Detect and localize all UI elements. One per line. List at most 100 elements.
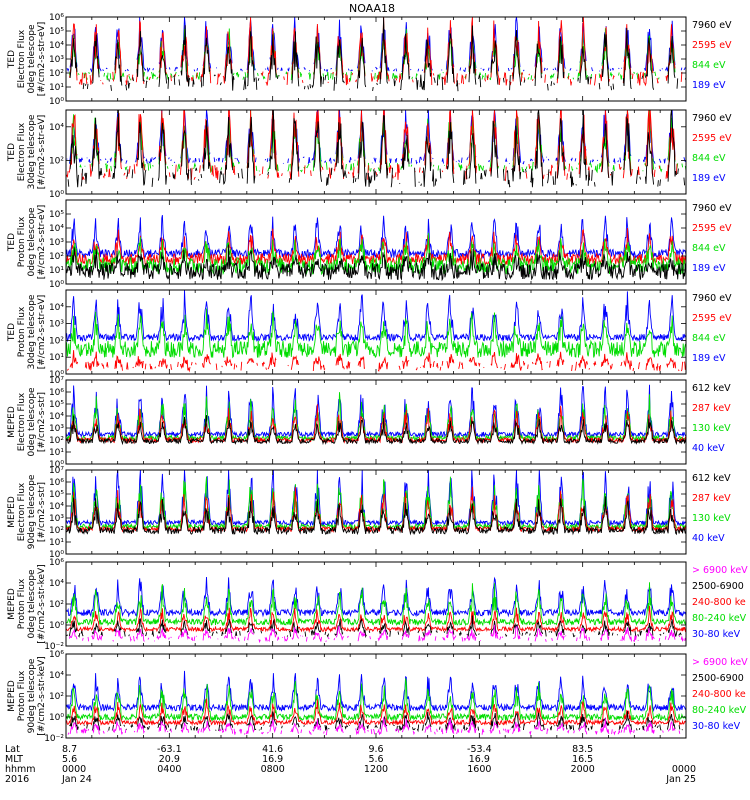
legend-entry: 844 eV xyxy=(692,243,726,254)
panel-5-series-1 xyxy=(65,384,687,439)
ylabel-line: TED xyxy=(7,323,17,342)
legend-entry: 287 keV xyxy=(692,403,731,414)
ylabel-line: 30deg telescope xyxy=(27,294,37,369)
xaxis-tick-hhmm: 1600 xyxy=(467,764,491,775)
legend-entry: 189 eV xyxy=(692,173,726,184)
ylabel-line: Electron Flux xyxy=(17,122,27,181)
panel-7-series-1 xyxy=(65,576,687,618)
xaxis-tick-lat: 8.7 xyxy=(62,744,77,755)
panel-8-series-1 xyxy=(65,670,687,713)
legend-entry: 130 keV xyxy=(692,423,731,434)
legend-entry: 240-800 ke xyxy=(692,597,746,608)
legend-entry: 40 keV xyxy=(692,533,725,544)
ytick-label: 10⁶ xyxy=(49,650,64,660)
ylabel-line: [#/cm2-s-str-eV] xyxy=(37,115,47,190)
ytick-label: 10⁰ xyxy=(49,621,64,631)
ytick-label: 10² xyxy=(49,156,64,166)
legend-entry: 7960 eV xyxy=(692,20,732,31)
panel-3-series-1 xyxy=(65,215,687,260)
xaxis-tick-hhmm: 2000 xyxy=(571,764,595,775)
ytick-label: 10¹ xyxy=(49,266,64,276)
panel-8: 10⁻² 10⁰ 10² 10⁴ 10⁶ MEPED Proton Flux 90deg te… xyxy=(7,650,748,744)
panel-1: 10⁰ 10¹ 10² 10³ 10⁴ 10⁵ 10⁶ TED Electron Flux 0de… xyxy=(7,13,732,107)
ylabel-line: [#/cm2-s-str] xyxy=(37,482,47,542)
xaxis-tick-lat: 9.6 xyxy=(368,744,383,755)
panel-2-series-4 xyxy=(67,109,686,188)
legend-entry: 612 keV xyxy=(692,473,731,484)
panel-7-series-2 xyxy=(65,582,687,627)
ytick-label: 10⁴ xyxy=(49,303,64,313)
ytick-label: 10⁶ xyxy=(49,13,64,23)
ylabel-line: Proton Flux xyxy=(17,578,27,629)
panel-1-series-4 xyxy=(69,17,687,92)
xaxis-tick-hhmm: 0400 xyxy=(157,764,181,775)
ylabel-line: MEPED xyxy=(7,588,17,620)
ytick-label: 10² xyxy=(49,69,64,79)
ytick-label: 10⁴ xyxy=(49,671,64,681)
legend-entry: 844 eV xyxy=(692,60,726,71)
legend-entry: > 6900 keV xyxy=(692,565,748,576)
ylabel-line: 0deg telescope xyxy=(27,569,37,639)
legend-entry: 240-800 ke xyxy=(692,689,746,700)
ylabel-line: [#/cm2-s-str-eV] xyxy=(37,205,47,280)
panel-8-series-3 xyxy=(65,698,687,727)
ytick-label: 10¹ xyxy=(49,353,64,363)
panel-6-frame xyxy=(65,469,687,555)
ylabel-line: 90deg telescope xyxy=(27,658,37,733)
panel-6-series-2 xyxy=(65,476,687,531)
panel-7-series-5 xyxy=(68,624,687,644)
xaxis-row-label: MLT xyxy=(5,754,23,765)
ylabel-line: [#/cm2-s-str-eV] xyxy=(37,22,47,97)
ylabel-line: Proton Flux xyxy=(17,216,27,267)
ytick-label: 10⁰ xyxy=(49,97,64,107)
panel-4-series-2 xyxy=(65,308,687,359)
ylabel-line: Electron Flux xyxy=(17,482,27,541)
ytick-label: 10⁰ xyxy=(49,460,64,470)
xaxis-tick-lat: -63.1 xyxy=(157,744,182,755)
ylabel-line: [#/cm2-s-str-keV] xyxy=(37,656,47,735)
ylabel-line: Proton Flux xyxy=(17,306,27,357)
panel-1-series-1 xyxy=(66,16,686,73)
xaxis-tick-lat: -53.4 xyxy=(467,744,492,755)
ytick-label: 10⁰ xyxy=(49,370,64,380)
panel-7-series-3 xyxy=(65,605,687,634)
ytick-label: 10⁴ xyxy=(49,123,64,133)
legend-entry: > 6900 keV xyxy=(692,657,748,668)
panel-4: 10⁰ 10¹ 10² 10³ 10⁴ TED Proton Flux 30deg teles… xyxy=(7,289,732,380)
ylabel-line: TED xyxy=(7,143,17,162)
legend-entry: 2595 eV xyxy=(692,223,732,234)
ylabel-line: MEPED xyxy=(7,496,17,528)
ytick-label: 10⁶ xyxy=(49,388,64,398)
ytick-label: 10³ xyxy=(49,55,64,65)
legend-entry: 80-240 keV xyxy=(692,705,747,716)
xaxis-tick-hhmm: 0800 xyxy=(261,764,285,775)
panel-5-series-4 xyxy=(65,415,687,446)
ytick-label: 10³ xyxy=(49,514,64,524)
ytick-label: 10¹ xyxy=(49,83,64,93)
ytick-label: 10² xyxy=(49,600,64,610)
legend-entry: 2595 eV xyxy=(692,40,732,51)
ytick-label: 10⁵ xyxy=(49,210,64,220)
ytick-label: 10⁻² xyxy=(44,734,64,744)
ytick-label: 10⁶ xyxy=(49,558,64,568)
xaxis-tick-mlt: 16.5 xyxy=(572,754,593,765)
ytick-label: 10⁴ xyxy=(49,224,64,234)
legend-entry: 844 eV xyxy=(692,333,726,344)
ytick-label: 10³ xyxy=(49,238,64,248)
ytick-label: 10¹ xyxy=(49,448,64,458)
panel-4-series-1 xyxy=(65,289,687,343)
ytick-label: 10⁷ xyxy=(49,466,64,476)
legend-entry: 189 eV xyxy=(692,80,726,91)
ytick-label: 10⁴ xyxy=(49,412,64,422)
ylabel-line: [#/cm2-s-str-eV] xyxy=(37,295,47,370)
legend-entry: 7960 eV xyxy=(692,293,732,304)
ytick-label: 10⁰ xyxy=(49,713,64,723)
ytick-label: 10⁰ xyxy=(49,280,64,290)
legend-entry: 2595 eV xyxy=(692,313,732,324)
panel-3: 10⁰ 10¹ 10² 10³ 10⁴ 10⁵ TED Proton Flux 0deg tel… xyxy=(7,199,732,290)
ytick-label: 10⁵ xyxy=(49,490,64,500)
ytick-label: 10² xyxy=(49,252,64,262)
legend-entry: 2500-6900 xyxy=(692,673,744,684)
xaxis-tick-mlt: 20.9 xyxy=(159,754,180,765)
